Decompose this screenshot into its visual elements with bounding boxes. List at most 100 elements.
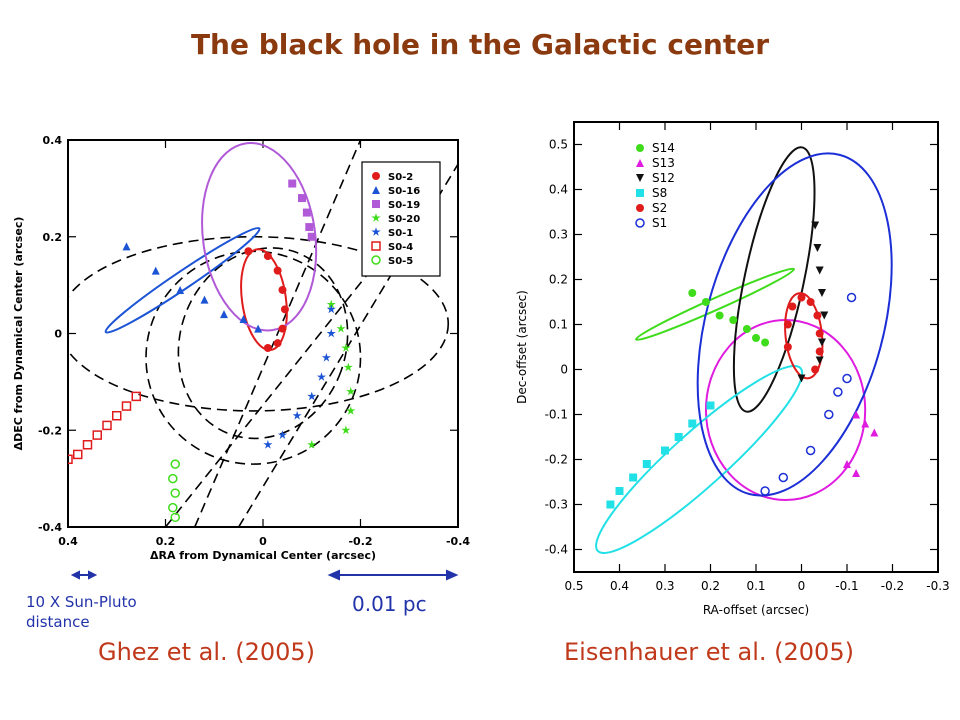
right-xtick-label: -0.3 (926, 579, 949, 593)
right-ytick-label: 0.2 (549, 273, 568, 287)
left-point-s0-16 (200, 295, 209, 304)
left-point-s0-20 (346, 386, 356, 396)
left-point-s0-16 (220, 310, 228, 319)
left-dashed-orbit (145, 250, 362, 465)
left-xaxis-label: ΔRA from Dynamical Center (arcsec) (150, 549, 376, 562)
right-point-s8 (674, 433, 683, 441)
right-point-s14 (761, 338, 770, 347)
right-point-s14 (729, 316, 738, 324)
left-point-s0-4 (68, 454, 73, 465)
left-point-s0-20 (336, 323, 346, 333)
left-point-s0-16 (239, 314, 248, 323)
left-legend-label: S0-19 (388, 200, 420, 211)
left-point-s0-2 (263, 344, 272, 353)
left-point-s0-2 (278, 285, 287, 294)
left-dashed-orbit (68, 235, 449, 412)
left-plot-frame (67, 139, 459, 528)
left-xtick-label: 0.2 (156, 535, 176, 548)
right-point-s14 (688, 289, 697, 297)
right-legend-marker (636, 189, 644, 197)
left-dashed-orbit (194, 140, 362, 527)
right-point-s8 (688, 419, 697, 428)
left-xtick-label: 0 (259, 535, 267, 548)
right-point-s12 (820, 311, 829, 320)
right-point-s12 (817, 289, 826, 297)
right-point-s12 (811, 221, 820, 230)
left-point-s0-19 (298, 194, 306, 203)
right-ytick-label: 0.4 (549, 183, 568, 197)
right-point-s13 (843, 460, 851, 468)
left-point-s0-4 (112, 410, 122, 421)
left-point-s0-16 (254, 324, 263, 333)
right-ytick-label: -0.2 (545, 453, 568, 467)
left-point-s0-16 (176, 285, 185, 294)
right-orbit-s8 (595, 364, 804, 555)
left-point-s0-1 (292, 410, 302, 420)
left-orbit-s0-2 (240, 248, 288, 352)
right-orbit-s1 (696, 152, 893, 497)
right-point-s1 (805, 445, 816, 456)
right-xtick-label: 0.5 (564, 579, 583, 593)
right-point-s8 (706, 401, 715, 410)
left-point-s0-4 (82, 440, 93, 450)
left-dashed-orbit (164, 245, 391, 527)
left-ytick-label: 0 (54, 328, 62, 341)
left-point-s0-4 (121, 401, 132, 411)
left-dashed-orbit (177, 247, 349, 440)
right-legend-label: S13 (652, 156, 675, 170)
right-ytick-label: 0.3 (549, 228, 568, 242)
left-yaxis-label: ΔDEC from Dynamical Center (arcsec) (12, 217, 25, 451)
right-point-s1 (842, 373, 852, 384)
right-point-s2 (815, 347, 824, 356)
left-legend-marker (372, 172, 380, 180)
left-point-s0-5 (170, 459, 180, 469)
right-point-s1 (833, 387, 843, 397)
right-ytick-label: -0.4 (545, 543, 568, 557)
left-legend-label: S0-5 (388, 256, 413, 267)
right-yaxis-label: Dec-offset (arcsec) (515, 290, 529, 404)
left-point-s0-19 (302, 208, 311, 217)
right-point-s8 (642, 460, 651, 468)
right-legend-marker (636, 144, 644, 152)
left-point-s0-2 (273, 266, 282, 275)
right-point-s14 (742, 325, 751, 333)
left-point-s0-5 (168, 502, 178, 513)
left-legend-label: S0-2 (388, 172, 413, 183)
page-title: The black hole in the Galactic center (190, 28, 770, 61)
right-xtick-label: 0.2 (701, 579, 720, 593)
right-legend-marker (636, 174, 644, 182)
left-legend-label: S0-4 (388, 242, 413, 253)
right-point-s2 (811, 365, 820, 374)
right-point-s14 (752, 334, 760, 342)
left-legend-label: S0-20 (388, 214, 420, 225)
left-point-s0-19 (307, 232, 316, 241)
right-point-s8 (629, 473, 638, 482)
right-point-s13 (861, 419, 870, 428)
left-point-s0-20 (346, 406, 356, 415)
right-point-s2 (788, 302, 797, 311)
right-ytick-label: 0.1 (549, 318, 568, 332)
left-point-s0-5 (168, 473, 178, 484)
left-point-s0-5 (170, 512, 180, 523)
right-xtick-label: 0.4 (610, 579, 629, 593)
left-orbit-s0-19 (201, 142, 318, 332)
right-xtick-label: -0.2 (881, 579, 904, 593)
right-legend-label: S14 (652, 141, 675, 155)
left-point-s0-2 (244, 247, 253, 256)
left-point-s0-4 (131, 391, 141, 402)
left-point-s0-4 (73, 449, 83, 460)
left-ytick-label: -0.2 (38, 424, 62, 437)
left-point-s0-2 (280, 305, 289, 314)
right-legend-label: S12 (652, 171, 675, 185)
right-point-s12 (815, 356, 824, 365)
left-point-s0-1 (277, 430, 288, 439)
left-point-s0-20 (341, 343, 351, 352)
right-point-s1 (824, 409, 834, 420)
right-xtick-label: -0.1 (835, 579, 858, 593)
left-point-s0-1 (316, 372, 327, 381)
right-point-s12 (797, 374, 806, 383)
left-point-s0-1 (307, 391, 317, 401)
right-point-s2 (783, 320, 792, 329)
citation-ghez: Ghez et al. (2005) (98, 638, 316, 666)
left-plot-area (68, 140, 458, 527)
